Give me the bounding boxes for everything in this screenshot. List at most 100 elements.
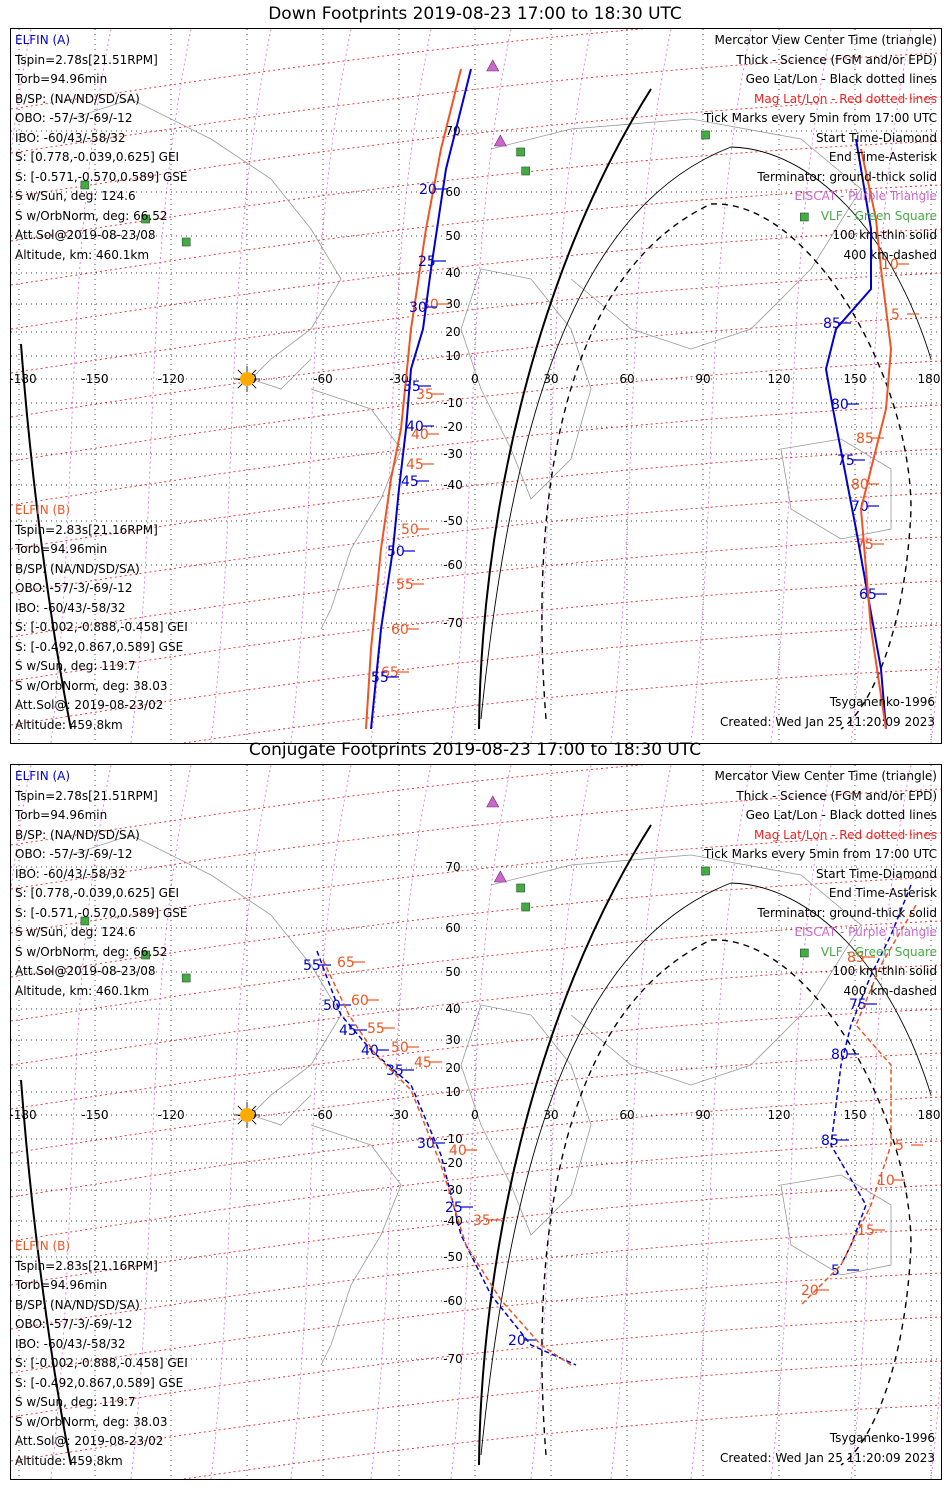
info-line: Tspin=2.83s[21.16RPM] <box>15 1258 158 1273</box>
elfin-a-info: ELFIN (A) Tspin=2.78s[21.51RPM] Torb=94.… <box>15 31 188 265</box>
tick-label: 60 <box>391 622 409 638</box>
tick-label: 20 <box>419 182 437 198</box>
footprint-track <box>830 884 912 1266</box>
map-canvas-conjugate: -180-150-120-90-60-300306090120150180706… <box>11 765 941 1479</box>
mag-parallel <box>11 1096 941 1198</box>
info-line: S w/OrbNorm, deg: 38.03 <box>15 1414 168 1429</box>
info-line: S w/Sun, deg: 119.7 <box>15 1395 136 1409</box>
tick-label: 35 <box>386 1063 404 1079</box>
info-line: Altitude, km: 460.1km <box>15 983 150 998</box>
mag-parallel <box>11 360 941 462</box>
lon-tick-label: -150 <box>81 1108 108 1122</box>
info-line: OBO: -57/-3/-69/-12 <box>15 1317 133 1331</box>
100km-contour <box>480 146 932 720</box>
mag-parallel <box>180 1404 941 1479</box>
terminator-line <box>478 88 652 730</box>
legend-item: Mercator View Center Time (triangle) <box>714 33 937 47</box>
legend-item: Tick Marks every 5min from 17:00 UTC <box>703 847 937 861</box>
tick-label: 20 <box>508 1333 526 1349</box>
elfin-a-info: ELFIN (A) Tspin=2.78s[21.51RPM] Torb=94.… <box>15 767 188 1001</box>
sun-icon <box>240 1108 254 1122</box>
tick-label: 60 <box>351 993 369 1009</box>
geo-grid <box>11 29 941 743</box>
lat-tick-label: -40 <box>443 1214 463 1228</box>
lat-tick-label: -10 <box>443 1132 463 1146</box>
legend-item: Thick - Science (FGM and/or EPD) <box>736 52 937 67</box>
info-line: S w/Sun, deg: 119.7 <box>15 659 136 673</box>
lon-tick-label: -30 <box>389 1108 409 1122</box>
legend-item: VLF - Green Square <box>820 208 937 223</box>
tick-label: 70 <box>851 499 869 515</box>
tick-label: 15 <box>857 1223 875 1239</box>
legend-item: Terminator: ground-thick solid <box>757 169 937 184</box>
400km-contour <box>541 939 912 1466</box>
terminator-line <box>20 1079 72 1466</box>
mag-parallel <box>11 52 941 154</box>
lon-tick-label: 180 <box>918 1108 941 1122</box>
info-line: Torb=94.96min <box>15 1278 108 1292</box>
tick-label: 80 <box>851 477 869 493</box>
info-line: S: [0.778,-0.039,0.625] GEI <box>15 150 180 164</box>
mag-parallel <box>180 668 941 743</box>
lat-tick-label: -50 <box>443 514 463 528</box>
info-line: S w/OrbNorm, deg: 66.52 <box>15 208 168 223</box>
mag-parallel <box>11 788 941 890</box>
lat-tick-label: -40 <box>443 478 463 492</box>
eiscat-triangle-icon <box>486 795 500 808</box>
coastline-australia <box>780 438 892 540</box>
map-canvas-down: -180-150-120-90-60-300306090120150180706… <box>11 29 941 743</box>
tick-label: 80 <box>831 1047 849 1063</box>
tick-label: 50 <box>391 1040 409 1056</box>
info-line: IBO: -60/43/-58/32 <box>15 130 126 145</box>
mag-meridian <box>610 29 672 743</box>
info-line: Tspin=2.83s[21.16RPM] <box>15 522 158 537</box>
elfin-b-label: ELFIN (B) <box>15 1239 71 1253</box>
lon-tick-label: -120 <box>157 372 184 386</box>
lon-tick-label: 30 <box>543 372 558 386</box>
tick-label: 45 <box>406 457 424 473</box>
legend-item: Mercator View Center Time (triangle) <box>714 769 937 783</box>
tick-label: 85 <box>856 431 874 447</box>
100km-contour <box>480 882 932 1456</box>
lat-tick-label: -10 <box>443 396 463 410</box>
lat-tick-label: 40 <box>445 266 460 280</box>
mag-grid <box>11 765 941 1479</box>
legend-item: 100 km-thin solid <box>832 964 937 978</box>
mag-parallel <box>11 832 941 934</box>
lat-tick-label: -20 <box>443 1156 463 1170</box>
mag-parallel <box>11 1184 941 1286</box>
created-label: Created: Wed Jan 25 11:20:09 2023 <box>720 715 935 729</box>
tick-label: 35 <box>403 379 421 395</box>
elfin-a-label: ELFIN (A) <box>15 769 71 783</box>
tick-label: 85 <box>821 1133 839 1149</box>
legend-item: Start Time-Diamond <box>815 866 937 881</box>
info-line: S: [-0.002,-0.888,-0.458] GEI <box>15 620 188 634</box>
info-line: IBO: -60/43/-58/32 <box>15 1336 126 1351</box>
tick-label: 40 <box>411 427 429 443</box>
tick-label: 55 <box>396 577 414 593</box>
info-line: Torb=94.96min <box>15 808 108 822</box>
eiscat-triangle-icon <box>493 134 507 147</box>
model-label: Tsyganenko-1996 <box>829 695 935 709</box>
tick-label: 50 <box>401 522 419 538</box>
info-line: OBO: -57/-3/-69/-12 <box>15 581 133 595</box>
lon-tick-label: 120 <box>768 372 791 386</box>
tick-label: 85 <box>847 950 865 966</box>
mag-parallel <box>11 1272 941 1374</box>
tick-label: 30 <box>409 300 427 316</box>
vlf-square-icon <box>800 948 809 958</box>
tick-label: 20 <box>801 1283 819 1299</box>
lat-tick-label: -50 <box>443 1250 463 1264</box>
tick-label: 75 <box>837 453 855 469</box>
lat-tick-label: 10 <box>445 1085 460 1099</box>
elfin-a-label: ELFIN (A) <box>15 33 71 47</box>
terminator-line <box>20 343 72 730</box>
mag-parallel <box>11 536 941 638</box>
tick-label: 50 <box>323 998 341 1014</box>
legend-item: VLF - Green Square <box>820 944 937 959</box>
vlf-square-icon <box>141 214 150 224</box>
coastline-south-america <box>310 1124 402 1366</box>
tick-label: 40 <box>406 419 424 435</box>
info-line: Torb=94.96min <box>15 542 108 556</box>
info-line: S: [-0.571,-0.570,0.589] GSE <box>15 169 188 184</box>
